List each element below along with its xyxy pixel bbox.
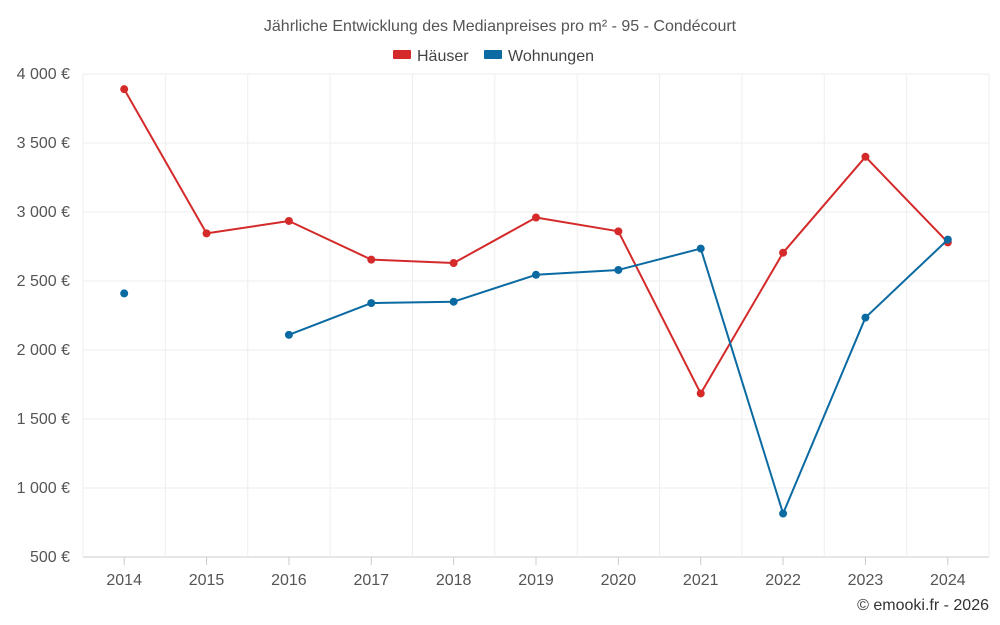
y-tick-label: 1 000 €	[17, 480, 70, 497]
legend: Häuser Wohnungen	[393, 48, 594, 65]
y-axis: 500 € 1 000 € 1 500 € 2 000 € 2 500 € 3 000 €…	[17, 66, 70, 566]
data-point[interactable]	[696, 389, 705, 398]
y-tick-label: 2 500 €	[17, 273, 70, 290]
chart-title: Jährliche Entwicklung des Medianpreises …	[264, 18, 737, 35]
legend-label[interactable]: Häuser	[417, 48, 469, 65]
legend-label[interactable]: Wohnungen	[508, 48, 594, 65]
y-tick-label: 500 €	[30, 549, 70, 566]
data-point[interactable]	[861, 313, 870, 322]
x-tick-label: 2020	[601, 572, 637, 589]
data-point[interactable]	[367, 255, 376, 264]
data-point[interactable]	[614, 265, 623, 274]
data-point[interactable]	[120, 289, 129, 298]
x-tick-label: 2014	[106, 572, 142, 589]
data-point[interactable]	[861, 152, 870, 161]
x-tick-label: 2022	[765, 572, 801, 589]
y-tick-label: 4 000 €	[17, 66, 70, 83]
x-axis: 2014 2015 2016 2017 2018 2019 2020 2021 2022 2023…	[106, 557, 966, 589]
credit-text: © emooki.fr - 2026	[857, 597, 989, 614]
data-point[interactable]	[532, 213, 540, 222]
data-point[interactable]	[614, 227, 623, 236]
data-point[interactable]	[284, 216, 293, 225]
legend-swatch[interactable]	[393, 50, 411, 59]
data-point[interactable]	[202, 229, 211, 238]
series-wohnungen	[120, 235, 952, 518]
series-group	[120, 85, 952, 518]
data-point[interactable]	[367, 299, 376, 308]
legend-swatch[interactable]	[484, 50, 502, 59]
y-tick-label: 2 000 €	[17, 342, 70, 359]
data-point[interactable]	[943, 235, 952, 244]
x-tick-label: 2024	[930, 572, 966, 589]
x-tick-label: 2021	[683, 572, 719, 589]
x-tick-label: 2017	[353, 572, 389, 589]
y-tick-label: 3 000 €	[17, 204, 70, 221]
x-tick-label: 2016	[271, 572, 307, 589]
data-point[interactable]	[696, 244, 705, 253]
x-tick-label: 2015	[189, 572, 225, 589]
grid	[82, 73, 990, 558]
data-point[interactable]	[449, 259, 458, 268]
data-point[interactable]	[532, 270, 540, 279]
series-haeuser	[120, 85, 952, 398]
y-tick-label: 1 500 €	[17, 411, 70, 428]
data-point[interactable]	[284, 330, 293, 339]
data-point[interactable]	[449, 297, 458, 306]
x-tick-label: 2019	[518, 572, 554, 589]
y-tick-label: 3 500 €	[17, 135, 70, 152]
data-point[interactable]	[779, 509, 788, 518]
x-tick-label: 2018	[436, 572, 472, 589]
data-point[interactable]	[120, 85, 129, 94]
x-tick-label: 2023	[848, 572, 884, 589]
data-point[interactable]	[779, 248, 788, 257]
